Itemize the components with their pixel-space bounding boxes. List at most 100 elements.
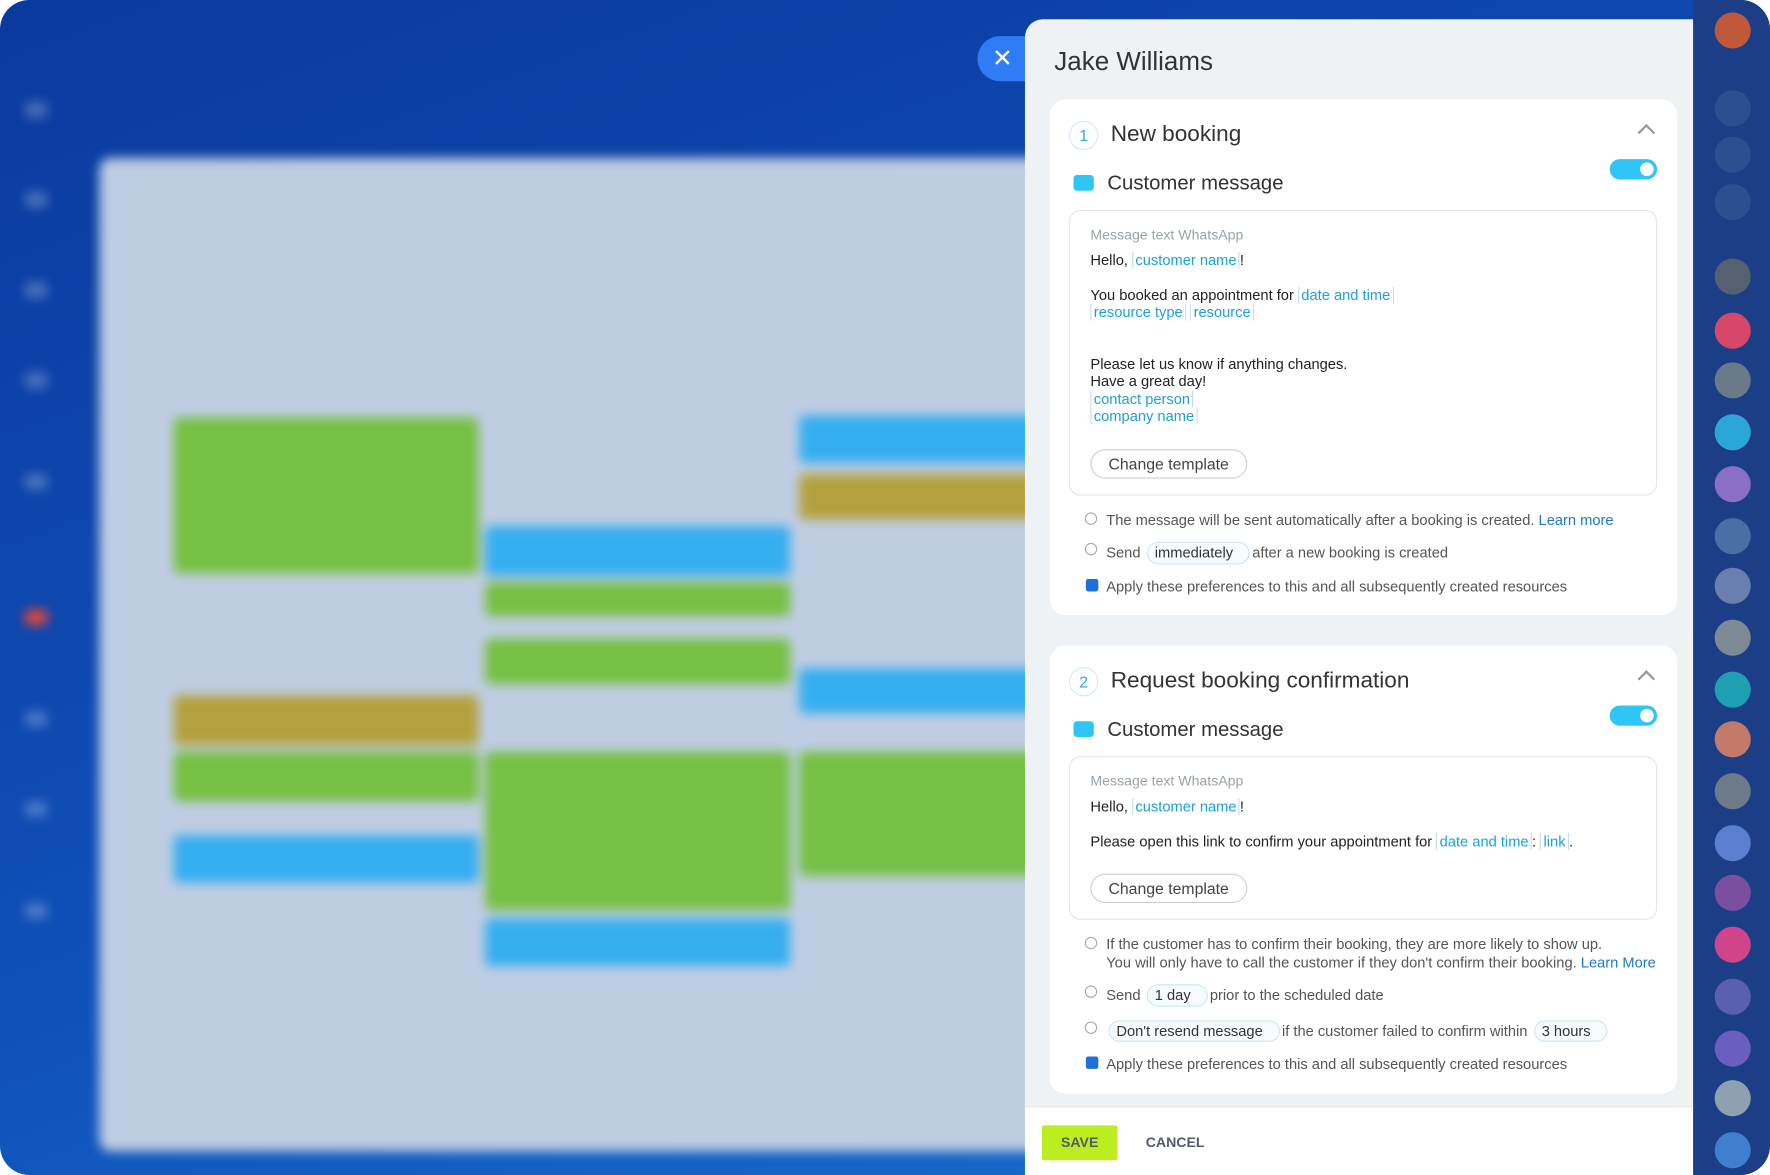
collapse-toggle[interactable] xyxy=(1637,123,1656,142)
avatar[interactable] xyxy=(1714,518,1751,555)
right-sidebar xyxy=(1693,0,1770,1175)
apply-text: Apply these preferences to this and all … xyxy=(1106,1055,1568,1073)
info-text: You will only have to call the customer … xyxy=(1106,953,1656,971)
collapse-toggle[interactable] xyxy=(1637,670,1656,688)
avatar[interactable] xyxy=(1714,136,1751,173)
dropdown[interactable]: 1 day xyxy=(1146,984,1208,1007)
message-line: Hello, customer name! xyxy=(1090,251,1635,269)
avatar[interactable] xyxy=(1714,773,1751,810)
message-line: contact person xyxy=(1090,389,1635,407)
toggle-switch[interactable] xyxy=(1609,705,1658,726)
message-text: Have a great day! xyxy=(1090,372,1207,390)
option-row: Don't resend message if the customer fail… xyxy=(1084,1019,1657,1042)
learn-more-link[interactable]: Learn More xyxy=(1580,953,1656,971)
side-panel: Jake Williams 1 New booking Customer messa… xyxy=(1024,19,1694,1175)
template-label: Message text WhatsApp xyxy=(1090,226,1244,243)
channel-row: Customer message xyxy=(1050,705,1678,757)
calendar xyxy=(99,158,1059,1152)
message-text: You booked an appointment for xyxy=(1090,286,1298,304)
clock-icon xyxy=(1084,985,1098,998)
dropdown[interactable]: Don't resend message xyxy=(1108,1019,1280,1042)
info-text: If the customer has to confirm their boo… xyxy=(1106,935,1603,953)
message-paragraph: Hello, customer name! xyxy=(1090,251,1635,269)
save-button[interactable]: SAVE xyxy=(1041,1125,1118,1161)
info-icon xyxy=(1084,936,1098,950)
avatar[interactable] xyxy=(1714,567,1751,604)
avatar[interactable] xyxy=(1714,671,1751,708)
avatar[interactable] xyxy=(1714,1030,1751,1067)
panel-title: Jake Williams xyxy=(1054,46,1213,76)
avatar[interactable] xyxy=(1714,258,1751,295)
message-box: Message text WhatsApp Hello, customer nam… xyxy=(1068,756,1658,920)
variable-token: date and time xyxy=(1436,832,1532,850)
avatar[interactable] xyxy=(1714,312,1751,349)
channel-label: Customer message xyxy=(1107,171,1284,195)
avatar[interactable] xyxy=(1714,926,1751,963)
avatar[interactable] xyxy=(1714,825,1751,862)
settings: The message will be sent automatically a… xyxy=(1050,495,1678,595)
message-text: ! xyxy=(1239,251,1245,269)
close-button[interactable]: ✕ xyxy=(977,36,1028,82)
variable-token: resource type xyxy=(1090,303,1187,321)
message-line: Have a great day! xyxy=(1090,372,1635,389)
message-text: Please let us know if anything changes. xyxy=(1090,354,1348,372)
cancel-button[interactable]: CANCEL xyxy=(1145,1134,1205,1151)
section-number: 1 xyxy=(1068,120,1099,151)
avatar[interactable] xyxy=(1714,874,1751,911)
variable-token: link xyxy=(1540,832,1569,850)
variable-token: customer name xyxy=(1132,797,1240,815)
checkbox[interactable] xyxy=(1085,1056,1099,1069)
section-card: 1 New booking Customer message Message text… xyxy=(1049,99,1678,616)
variable-token: company name xyxy=(1090,407,1198,425)
template-label: Message text WhatsApp xyxy=(1090,773,1244,789)
footer: SAVE CANCEL xyxy=(1024,1106,1694,1175)
chat-icon xyxy=(1073,721,1094,738)
option-text: Send xyxy=(1106,986,1141,1004)
message-paragraph: Please open this link to confirm your ap… xyxy=(1090,832,1635,850)
learn-more-link[interactable]: Learn more xyxy=(1538,510,1614,528)
info-row: The message will be sent automatically a… xyxy=(1084,510,1657,528)
message-text: Hello, xyxy=(1090,251,1133,269)
message-box: Message text WhatsApp Hello, customer nam… xyxy=(1068,209,1658,495)
info-row: If the customer has to confirm their boo… xyxy=(1084,935,1657,971)
avatar[interactable] xyxy=(1714,721,1751,758)
apply-row: Apply these preferences to this and all … xyxy=(1085,577,1657,594)
avatar[interactable] xyxy=(1714,90,1751,127)
checkbox[interactable] xyxy=(1085,578,1099,591)
change-template-button[interactable]: Change template xyxy=(1090,873,1247,903)
clock-icon xyxy=(1084,542,1098,556)
avatar[interactable] xyxy=(1714,466,1751,503)
avatar[interactable] xyxy=(1714,1132,1751,1169)
channel-label: Customer message xyxy=(1107,717,1284,741)
dropdown[interactable]: immediately xyxy=(1146,541,1250,564)
avatar[interactable] xyxy=(1714,1080,1751,1117)
variable-token: customer name xyxy=(1132,251,1240,269)
avatar[interactable] xyxy=(1714,414,1751,451)
message-text: . xyxy=(1568,832,1574,850)
message-line: Please let us know if anything changes. xyxy=(1090,355,1635,372)
option-row: Send 1 day prior to the scheduled date xyxy=(1084,984,1657,1007)
settings: If the customer has to confirm their boo… xyxy=(1050,920,1678,1073)
message-paragraph: You booked an appointment for date and t… xyxy=(1090,286,1635,321)
variable-token: date and time xyxy=(1297,286,1394,304)
avatar[interactable] xyxy=(1714,619,1751,656)
avatar[interactable] xyxy=(1714,362,1751,399)
avatar[interactable] xyxy=(1714,183,1751,221)
info-text: The message will be sent automatically a… xyxy=(1106,510,1614,528)
message-paragraph: Hello, customer name! xyxy=(1090,797,1635,815)
option-text: if the customer failed to confirm within xyxy=(1281,1022,1528,1039)
avatar[interactable] xyxy=(1714,12,1751,49)
message-line: company name xyxy=(1090,407,1635,425)
avatar[interactable] xyxy=(1714,978,1751,1015)
toggle-switch[interactable] xyxy=(1609,159,1658,180)
dropdown[interactable]: 3 hours xyxy=(1533,1019,1608,1042)
info-icon xyxy=(1084,511,1098,525)
change-template-button[interactable]: Change template xyxy=(1090,448,1247,479)
option-text: after a new booking is created xyxy=(1252,544,1449,561)
message-text: Hello, xyxy=(1090,797,1133,815)
section-header: 2 Request booking confirmation xyxy=(1050,646,1678,716)
message-line: resource type resource xyxy=(1090,303,1635,321)
message-line: You booked an appointment for date and t… xyxy=(1090,286,1635,304)
